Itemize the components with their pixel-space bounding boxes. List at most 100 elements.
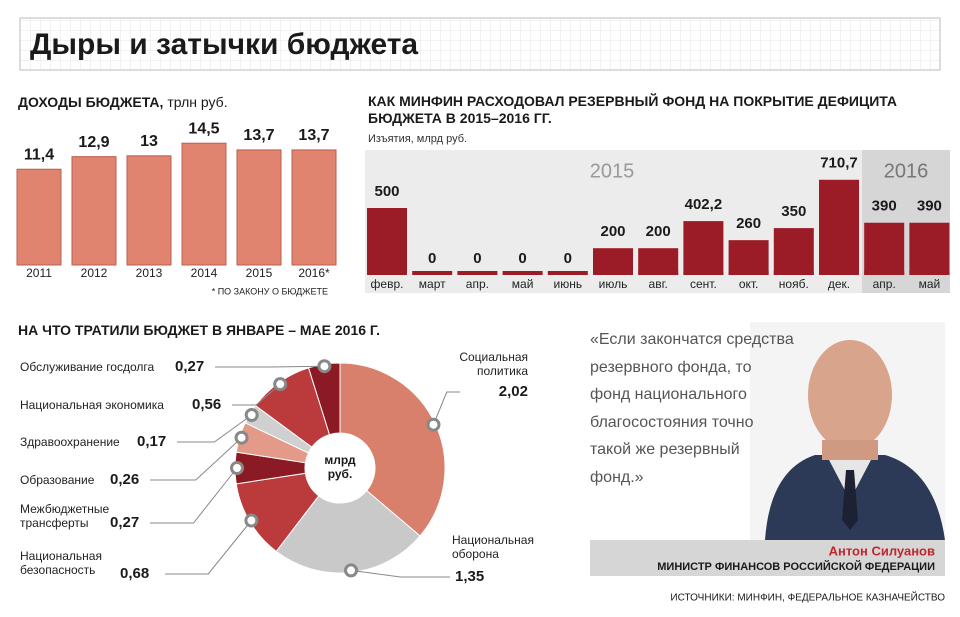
- leader-dot: [244, 513, 259, 528]
- x-tick-label: май: [919, 277, 941, 291]
- slice-label: Национальная экономика: [20, 398, 164, 412]
- leader-line: [150, 437, 242, 481]
- bar: [126, 155, 172, 266]
- x-tick-label: март: [419, 277, 446, 291]
- person-position: МИНИСТР ФИНАНСОВ РОССИЙСКОЙ ФЕДЕРАЦИИ: [657, 560, 935, 573]
- bar-base: [502, 271, 543, 275]
- x-tick-label: июль: [599, 277, 628, 291]
- slice-label: Национальная безопасность: [20, 549, 102, 577]
- bar-base: [457, 271, 498, 275]
- value-label: 0: [518, 250, 526, 267]
- value-label: 0,26: [110, 471, 139, 488]
- slice-label: Образование: [20, 473, 95, 487]
- leader-line: [232, 383, 281, 406]
- leader-dot: [317, 359, 332, 374]
- leader-dot: [426, 417, 441, 432]
- sources: ИСТОЧНИКИ: МИНФИН, ФЕДЕРАЛЬНОЕ КАЗНАЧЕЙС…: [670, 591, 945, 604]
- slice-label: Здравоохранение: [20, 435, 120, 449]
- value-label: 13,7: [243, 127, 274, 144]
- donut-slice: [339, 362, 446, 537]
- x-tick-label: авг.: [649, 277, 668, 291]
- value-label: 2,02: [499, 383, 528, 400]
- bar: [728, 240, 769, 275]
- bar-base: [412, 271, 453, 275]
- value-label: 0: [428, 250, 436, 267]
- value-label: 14,5: [188, 120, 219, 137]
- chart-title: НА ЧТО ТРАТИЛИ БЮДЖЕТ В ЯНВАРЕ – МАЕ 201…: [18, 322, 380, 338]
- leader-dot: [234, 430, 249, 445]
- slice-label: Межбюджетные трансферты: [20, 502, 110, 530]
- bar: [236, 149, 282, 266]
- chart-subtitle: трлн руб.: [167, 94, 227, 110]
- value-label: 1,35: [455, 568, 484, 585]
- quote: «Если закончатся средства резервного фон…: [590, 331, 794, 486]
- x-tick-label: 2015: [246, 266, 273, 280]
- value-label: 200: [600, 223, 625, 240]
- title-box: [19, 17, 941, 71]
- bar: [593, 248, 633, 275]
- bar: [16, 168, 62, 266]
- value-label: 0,68: [120, 565, 149, 582]
- donut-slice: [275, 489, 421, 574]
- page-title: Дыры и затычки бюджета: [30, 28, 418, 61]
- x-tick-label: май: [512, 277, 534, 291]
- x-tick-label: 2014: [191, 266, 218, 280]
- leader-line: [433, 391, 460, 425]
- leader-dot: [273, 377, 288, 392]
- value-label: 390: [872, 198, 897, 215]
- x-tick-label: окт.: [739, 277, 759, 291]
- leader-line: [215, 365, 325, 368]
- value-label: 500: [374, 183, 399, 200]
- leader-line: [165, 520, 252, 575]
- value-label: 0,17: [137, 433, 166, 450]
- group-label: 2016: [884, 160, 929, 182]
- person-name: Антон Силуанов: [829, 543, 935, 558]
- x-tick-label: нояб.: [779, 277, 809, 291]
- x-tick-label: дек.: [828, 277, 850, 291]
- value-label: 0,27: [175, 358, 204, 375]
- value-label: 0: [564, 250, 572, 267]
- slice-label: Обслуживание госдолга: [20, 360, 155, 374]
- x-tick-label: 2012: [81, 266, 108, 280]
- chart-title: ДОХОДЫ БЮДЖЕТА, трлн руб.: [18, 94, 228, 110]
- x-tick-label: 2016*: [298, 266, 330, 280]
- chart-title: КАК МИНФИН РАСХОДОВАЛ РЕЗЕРВНЫЙ ФОНД НА …: [368, 93, 898, 126]
- value-label: 11,4: [24, 146, 54, 163]
- value-label: 402,2: [685, 196, 723, 213]
- photo: [750, 322, 945, 540]
- bar: [909, 222, 950, 275]
- bar-base: [547, 271, 588, 275]
- bar: [291, 149, 337, 266]
- value-label: 350: [781, 203, 806, 220]
- value-label: 390: [917, 198, 942, 215]
- leader-dot: [230, 461, 244, 475]
- note: * ПО ЗАКОНУ О БЮДЖЕТЕ: [212, 286, 328, 296]
- bar: [773, 228, 814, 275]
- bar: [181, 142, 227, 266]
- value-label: 13,7: [298, 127, 329, 144]
- x-tick-label: сент.: [690, 277, 717, 291]
- slice-label: Национальная оборона: [452, 533, 534, 561]
- bar: [864, 222, 905, 275]
- bar: [638, 248, 679, 275]
- x-tick-label: апр.: [873, 277, 896, 291]
- name-bar: [590, 540, 945, 576]
- value-label: 12,9: [78, 134, 109, 151]
- x-tick-label: июнь: [554, 277, 583, 291]
- value-label: 260: [736, 215, 761, 232]
- bar: [819, 179, 859, 275]
- bar: [71, 156, 117, 266]
- slice-label: Социальная политика: [459, 350, 528, 378]
- leader-dot: [244, 408, 259, 423]
- bar: [367, 208, 407, 275]
- x-tick-label: апр.: [466, 277, 489, 291]
- chart-subtitle: Изъятия, млрд руб.: [368, 133, 468, 145]
- value-label: 0,56: [192, 396, 221, 413]
- leader-dot: [343, 563, 358, 578]
- x-tick-label: 2013: [136, 266, 163, 280]
- leader-line: [150, 467, 238, 524]
- chart-title-main: ДОХОДЫ БЮДЖЕТА,: [18, 94, 163, 110]
- leader-line: [177, 414, 252, 443]
- x-tick-label: 2011: [26, 266, 52, 280]
